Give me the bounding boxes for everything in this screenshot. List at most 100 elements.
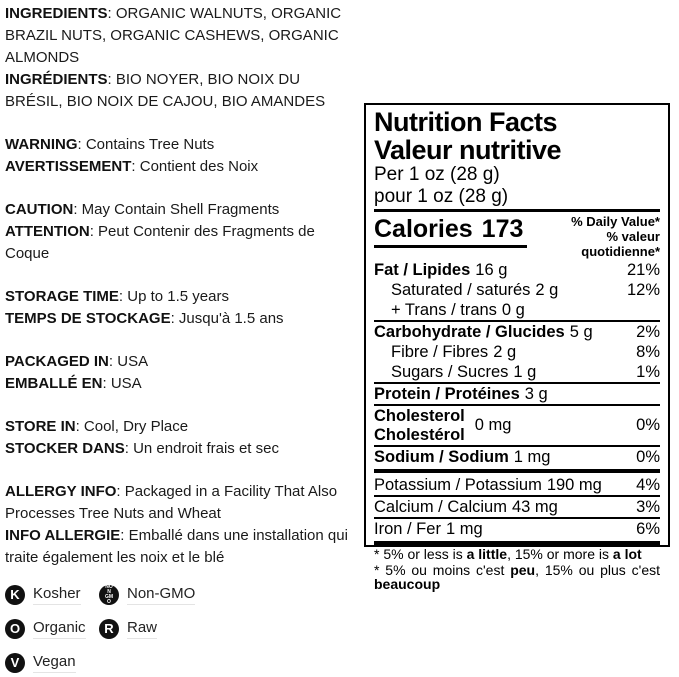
nutrient-row-fibre: Fibre / Fibres 2 g 8% (374, 342, 660, 362)
kosher-icon: K (5, 584, 25, 605)
left-column: INGREDIENTS: ORGANIC WALNUTS, ORGANIC BR… (5, 3, 359, 590)
iron-name: Iron / Fer (374, 520, 441, 538)
calcium-amount: 43 mg (511, 498, 558, 516)
potassium-name: Potassium / Potassium (374, 476, 542, 494)
storage-time-en: STORAGE TIME: Up to 1.5 years (5, 286, 359, 308)
storage-time-en-label: STORAGE TIME (5, 288, 119, 305)
footnote-fr-part: * 5% ou moins c'est (374, 561, 511, 578)
warning-fr: AVERTISSEMENT: Contient des Noix (5, 156, 359, 178)
nutrient-row-saturated: Saturated / saturés 2 g 12% (374, 280, 660, 300)
allergy-info-fr-text: : Emballé dans une installation qui trai… (5, 527, 348, 566)
vegan-label: Vegan (33, 652, 76, 673)
potassium-dv: 4% (636, 476, 660, 494)
footnote-fr-bold: beaucoup (374, 576, 441, 592)
footnote-fr-part: , 15% ou plus c'est (535, 561, 660, 578)
footnote-en-bold: a lot (612, 546, 642, 562)
carbohydrate-amount: 5 g (569, 323, 593, 341)
allergy-info-en-label: ALLERGY INFO (5, 483, 117, 500)
warning-en-text: : Contains Tree Nuts (77, 136, 215, 153)
non-gmo-badge: NON GMO Non-GMO (99, 583, 196, 605)
iron-amount: 1 mg (445, 520, 483, 538)
nutrient-row-protein: Protein / Protéines 3 g (374, 382, 660, 404)
kosher-badge: K Kosher (5, 584, 99, 605)
sugars-name: Sugars / Sucres (391, 363, 509, 381)
allergy-info-fr: INFO ALLERGIE: Emballé dans une installa… (5, 525, 359, 569)
nutrient-row-cholesterol: Cholesterol Cholestérol 0 mg 0% (374, 404, 660, 445)
protein-name: Protein / Protéines (374, 385, 520, 403)
ingredients-en-label: INGREDIENTS (5, 5, 108, 22)
daily-value-header-en: % Daily Value* (571, 214, 660, 229)
caution-fr: ATTENTION: Peut Contenir des Fragments d… (5, 221, 359, 265)
packaged-in-en-label: PACKAGED IN (5, 353, 109, 370)
footnote-fr: * 5% ou moins c'est peu, 15% ou plus c'e… (374, 561, 660, 592)
nutrient-row-trans: + Trans / trans 0 g (374, 300, 660, 320)
packaged-in-en: PACKAGED IN: USA (5, 351, 359, 373)
footnote-fr-bold: peu (510, 561, 536, 578)
fibre-dv: 8% (636, 343, 660, 361)
cholesterol-dv: 0% (636, 416, 660, 434)
sugars-amount: 1 g (513, 363, 537, 381)
storage-time-en-text: : Up to 1.5 years (118, 288, 229, 305)
sodium-amount: 1 mg (513, 448, 551, 466)
daily-value-header: % Daily Value* % valeur quotidienne* (527, 214, 660, 260)
caution-fr-label: ATTENTION (5, 223, 90, 240)
store-in-fr-label: STOCKER DANS (5, 440, 125, 457)
non-gmo-icon-text: NON GMO (104, 583, 114, 605)
cholesterol-name: Cholesterol Cholestérol (374, 407, 465, 444)
divider-thick (374, 209, 660, 212)
saturated-name: Saturated / saturés (391, 281, 531, 299)
saturated-amount: 2 g (535, 281, 559, 299)
warning-en: WARNING: Contains Tree Nuts (5, 134, 359, 156)
nutrient-row-sugars: Sugars / Sucres 1 g 1% (374, 362, 660, 382)
sodium-name: Sodium / Sodium (374, 448, 509, 466)
nutrient-row-sodium: Sodium / Sodium 1 mg 0% (374, 445, 660, 467)
nutrient-row-fat: Fat / Lipides 16 g 21% (374, 260, 660, 280)
warning-fr-label: AVERTISSEMENT (5, 158, 132, 175)
footnote-en-part: , 15% or more is (507, 546, 613, 562)
calcium-name: Calcium / Calcium (374, 498, 507, 516)
serving-size-en: Per 1 oz (28 g) (374, 164, 500, 185)
trans-name: + Trans / trans (391, 301, 497, 319)
cholesterol-amount: 0 mg (474, 416, 512, 434)
footnote-en-bold: a little (466, 546, 508, 562)
nutrient-row-carbohydrate: Carbohydrate / Glucides 5 g 2% (374, 320, 660, 342)
sodium-dv: 0% (636, 448, 660, 466)
organic-label: Organic (33, 618, 86, 639)
serving-size-fr: pour 1 oz (28 g) (374, 185, 509, 207)
caution-section: CAUTION: May Contain Shell Fragments ATT… (5, 199, 359, 265)
allergy-info-en: ALLERGY INFO: Packaged in a Facility Tha… (5, 481, 359, 525)
raw-badge: R Raw (99, 618, 195, 639)
vegan-badge: V Vegan (5, 652, 99, 673)
store-in-en-text: : Cool, Dry Place (75, 418, 189, 435)
potassium-amount: 190 mg (546, 476, 602, 494)
cholesterol-name-en: Cholesterol (374, 407, 465, 425)
warning-fr-text: : Contient des Noix (131, 158, 259, 175)
panel-title-en: Nutrition Facts (374, 107, 558, 137)
storage-time-fr: TEMPS DE STOCKAGE: Jusqu'à 1.5 ans (5, 308, 359, 330)
daily-value-header-fr: % valeur quotidienne* (581, 229, 660, 259)
packaged-in-fr: EMBALLÉ EN: USA (5, 373, 359, 395)
packaged-in-fr-text: : USA (102, 375, 142, 392)
cholesterol-name-fr: Cholestérol (374, 425, 465, 444)
iron-dv: 6% (636, 520, 660, 538)
store-in-en: STORE IN: Cool, Dry Place (5, 416, 359, 438)
divider-thick (374, 541, 660, 545)
packaged-in-fr-label: EMBALLÉ EN (5, 375, 103, 392)
caution-en-text: : May Contain Shell Fragments (73, 201, 280, 218)
fat-name: Fat / Lipides (374, 261, 471, 279)
caution-en: CAUTION: May Contain Shell Fragments (5, 199, 359, 221)
footnote-en-part: * 5% or less is (374, 546, 467, 562)
nutrition-facts-panel: Nutrition Facts Valeur nutritive Per 1 o… (364, 103, 670, 591)
carbohydrate-name: Carbohydrate / Glucides (374, 323, 565, 341)
allergy-info-section: ALLERGY INFO: Packaged in a Facility Tha… (5, 481, 359, 569)
packaged-in-section: PACKAGED IN: USA EMBALLÉ EN: USA (5, 351, 359, 395)
fat-amount: 16 g (475, 261, 508, 279)
storage-time-section: STORAGE TIME: Up to 1.5 years TEMPS DE S… (5, 286, 359, 330)
vegan-icon: V (5, 652, 25, 673)
fat-dv: 21% (626, 261, 660, 279)
allergy-info-en-text: : Packaged in a Facility That Also Proce… (5, 483, 338, 522)
non-gmo-label: Non-GMO (127, 584, 196, 605)
nutrient-row-potassium: Potassium / Potassium 190 mg 4% (374, 475, 660, 495)
kosher-label: Kosher (33, 584, 81, 605)
